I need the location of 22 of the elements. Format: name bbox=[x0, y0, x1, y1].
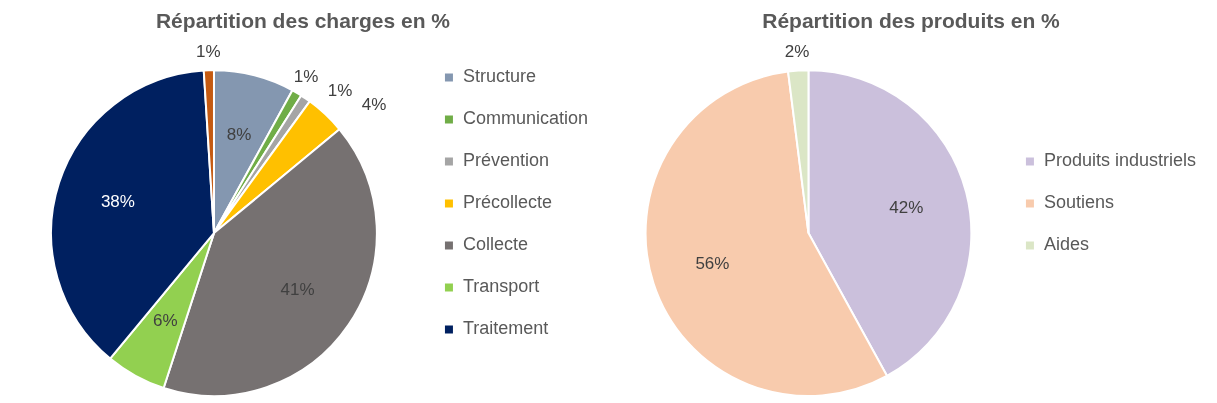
legend-label: Communication bbox=[462, 108, 589, 129]
legend-label: Collecte bbox=[462, 234, 528, 255]
data-label: 6% bbox=[153, 311, 178, 331]
data-label: 38% bbox=[100, 191, 135, 211]
chart-title: Répartition des produits en % bbox=[762, 9, 1061, 33]
data-label: 1% bbox=[196, 41, 221, 61]
legend-label: Aides bbox=[1043, 234, 1089, 255]
data-label: 1% bbox=[293, 67, 319, 87]
legend-label: Précollecte bbox=[462, 192, 552, 213]
legend-label: Soutiens bbox=[1043, 192, 1114, 213]
data-label: 1% bbox=[327, 81, 353, 101]
data-label: 4% bbox=[361, 95, 387, 115]
data-label: 2% bbox=[784, 42, 810, 62]
legend-label: Transport bbox=[462, 276, 540, 297]
legend-label: Prévention bbox=[462, 150, 550, 171]
data-label: 56% bbox=[695, 254, 730, 273]
data-label: 8% bbox=[226, 124, 252, 144]
data-label: 42% bbox=[889, 197, 924, 217]
legend-label: Structure bbox=[462, 66, 536, 87]
legend-label: Traitement bbox=[462, 318, 549, 339]
legend-label: Produits industriels bbox=[1043, 150, 1197, 171]
chart-title: Répartition des charges en % bbox=[155, 9, 451, 33]
